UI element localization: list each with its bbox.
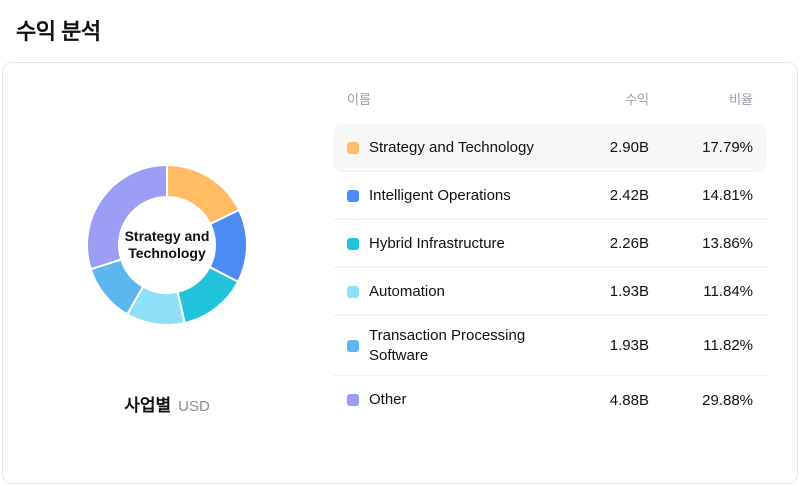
series-name-cell: Intelligent Operations [347,186,539,206]
series-ratio: 13.86% [702,235,753,252]
table-row[interactable]: Hybrid Infrastructure 2.26B 13.86% [333,220,767,268]
series-ratio: 17.79% [702,139,753,156]
series-color-swatch [347,141,359,154]
series-ratio: 14.81% [702,187,753,204]
series-revenue: 1.93B [609,337,649,354]
table-row[interactable]: Strategy and Technology 2.90B 17.79% [333,124,767,172]
donut-center-label: Strategy and Technology [124,228,210,261]
chart-caption-unit: USD [178,398,210,415]
chart-caption: 사업별 USD [124,391,210,416]
series-name-cell: Strategy and Technology [347,138,539,158]
revenue-analysis-card: Strategy and Technology 사업별 USD 이름 수익 비율… [2,62,798,484]
series-name-cell: Transaction Processing Software [347,326,539,365]
table-header-revenue: 수익 [625,92,649,107]
series-revenue: 4.88B [609,391,649,409]
table-row[interactable]: Transaction Processing Software 1.93B 11.8… [333,316,767,376]
series-name: Other [369,391,407,409]
series-color-swatch [347,394,359,406]
donut-chart-panel: Strategy and Technology 사업별 USD [3,63,331,483]
table-row[interactable]: Other 4.88B 29.88% [333,376,767,424]
series-ratio: 29.88% [702,391,753,409]
series-color-swatch [347,189,359,202]
series-revenue: 1.93B [609,283,649,300]
series-name-cell: Other [347,390,539,410]
table-header-ratio: 비율 [729,92,753,107]
series-color-swatch [347,285,359,298]
table-body: Strategy and Technology 2.90B 17.79% Intell… [333,124,767,424]
donut-chart-svg [86,164,248,326]
table-row[interactable]: Intelligent Operations 2.42B 14.81% [333,172,767,220]
series-revenue: 2.42B [609,187,649,204]
series-ratio: 11.84% [703,283,753,300]
table-header-row: 이름 수익 비율 [333,81,767,124]
series-name-cell: Hybrid Infrastructure [347,234,539,254]
series-color-swatch [347,339,359,352]
chart-caption-title: 사업별 [124,396,172,415]
series-revenue: 2.26B [609,235,649,252]
series-ratio: 11.82% [703,337,753,354]
series-revenue: 2.90B [609,139,649,156]
series-name: Hybrid Infrastructure [369,234,505,252]
page-title: 수익 분석 [16,19,101,44]
series-name: Transaction Processing Software [369,327,526,364]
series-name: Automation [369,282,445,300]
donut-segment[interactable] [86,164,168,271]
series-color-swatch [347,237,359,250]
series-name: Intelligent Operations [369,186,511,204]
series-name-cell: Automation [347,282,539,302]
donut-chart: Strategy and Technology [85,163,249,327]
series-table: 이름 수익 비율 Strategy and Technology 2.90B 17.… [331,63,797,483]
table-row[interactable]: Automation 1.93B 11.84% [333,268,767,316]
series-name: Strategy and Technology [369,138,534,156]
table-header-name: 이름 [347,92,371,107]
